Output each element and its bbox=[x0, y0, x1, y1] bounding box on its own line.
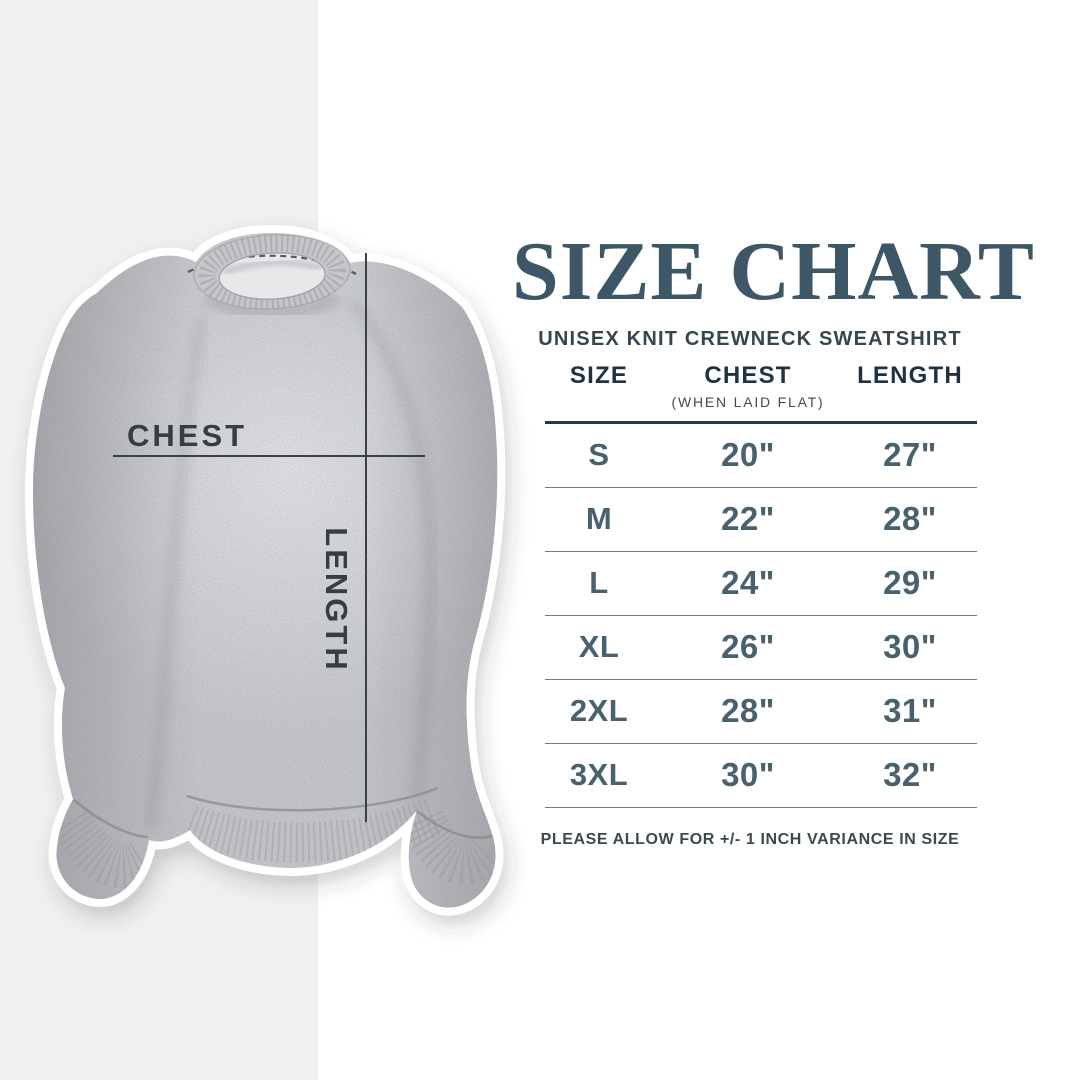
sweatshirt-illustration: CHEST LENGTH bbox=[0, 0, 540, 1080]
table-row: XL 26" 30" bbox=[545, 616, 977, 679]
page-subtitle: UNISEX KNIT CREWNECK SWEATSHIRT bbox=[538, 328, 962, 350]
table-row: L 24" 29" bbox=[545, 552, 977, 615]
chest-cell: 28" bbox=[721, 692, 775, 730]
length-cell: 27" bbox=[883, 436, 937, 474]
size-cell: S bbox=[588, 437, 610, 473]
size-cell: 3XL bbox=[569, 757, 629, 793]
variance-footnote: PLEASE ALLOW FOR +/- 1 INCH VARIANCE IN … bbox=[540, 831, 960, 848]
table-row: M 22" 28" bbox=[545, 488, 977, 551]
length-measurement-label: LENGTH bbox=[319, 527, 354, 672]
size-cell: M bbox=[585, 501, 613, 537]
length-cell: 30" bbox=[883, 628, 937, 666]
row-divider bbox=[545, 614, 977, 616]
table-header-row: SIZE CHEST (WHEN LAID FLAT) LENGTH bbox=[545, 362, 977, 410]
sweatshirt-texture bbox=[33, 233, 498, 908]
table-row: 3XL 30" 32" bbox=[545, 744, 977, 807]
length-cell: 31" bbox=[883, 692, 937, 730]
column-header-size: SIZE bbox=[569, 362, 629, 389]
table-bottom-divider bbox=[545, 806, 977, 808]
row-divider bbox=[545, 486, 977, 488]
chest-measurement-label: CHEST bbox=[127, 418, 247, 453]
table-row: 2XL 28" 31" bbox=[545, 680, 977, 743]
size-cell: 2XL bbox=[569, 693, 629, 729]
chest-cell: 20" bbox=[721, 436, 775, 474]
column-header-length: LENGTH bbox=[857, 362, 963, 389]
size-table-body: S 20" 27" M 22" 28" L 24" 29" XL 26" 30"… bbox=[545, 424, 977, 807]
length-cell: 29" bbox=[883, 564, 937, 602]
chest-subnote: (WHEN LAID FLAT) bbox=[671, 394, 825, 410]
column-header-chest-label: CHEST bbox=[704, 362, 792, 389]
page-title: SIZE CHART bbox=[512, 225, 1035, 318]
size-table: SIZE CHEST (WHEN LAID FLAT) LENGTH S 20"… bbox=[545, 364, 977, 808]
table-row: S 20" 27" bbox=[545, 424, 977, 487]
column-header-chest: CHEST (WHEN LAID FLAT) bbox=[653, 362, 843, 410]
row-divider bbox=[545, 678, 977, 680]
size-cell: XL bbox=[578, 629, 620, 665]
row-divider bbox=[545, 742, 977, 744]
chest-cell: 22" bbox=[721, 500, 775, 538]
chest-cell: 30" bbox=[721, 756, 775, 794]
collar bbox=[219, 252, 326, 300]
neck-stitch-line bbox=[187, 254, 357, 275]
size-cell: L bbox=[589, 565, 609, 601]
header-divider bbox=[545, 421, 977, 424]
chest-cell: 24" bbox=[721, 564, 775, 602]
chest-cell: 26" bbox=[721, 628, 775, 666]
length-cell: 28" bbox=[883, 500, 937, 538]
row-divider bbox=[545, 550, 977, 552]
length-cell: 32" bbox=[883, 756, 937, 794]
